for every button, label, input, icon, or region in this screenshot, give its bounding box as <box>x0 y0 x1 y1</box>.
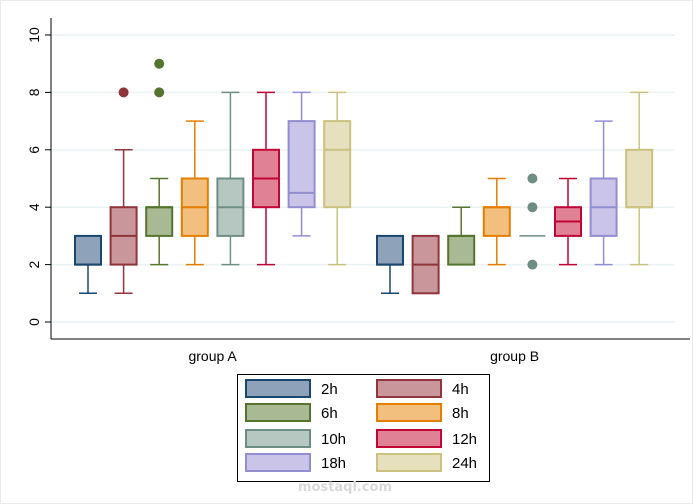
legend-swatch <box>376 429 442 448</box>
legend-label: 2h <box>321 381 338 398</box>
legend-swatch <box>376 453 442 472</box>
box-4h-group-B <box>411 234 440 295</box>
box-iqr <box>287 120 316 209</box>
legend-swatch <box>245 379 311 398</box>
gridlines <box>51 34 675 323</box>
box-iqr <box>482 206 511 237</box>
legend-swatch <box>245 453 311 472</box>
outlier-point <box>527 173 538 184</box>
box-10h-group-A <box>216 91 245 266</box>
y-tick-label: 4 <box>26 203 42 211</box>
box-iqr <box>74 234 102 266</box>
legend-item-24h: 24h <box>376 453 477 472</box>
y-tick-label: 0 <box>26 318 42 326</box>
box-18h-group-A <box>287 91 316 237</box>
box-18h-group-B <box>589 120 618 266</box>
legend-label: 8h <box>452 405 469 422</box>
legend-item-4h: 4h <box>376 379 469 398</box>
legend-item-6h: 6h <box>245 403 338 422</box>
legend-label: 10h <box>321 431 346 448</box>
outlier-point <box>527 202 538 213</box>
outlier-point <box>154 58 165 69</box>
box-8h-group-A <box>180 120 209 266</box>
axes: 0 2 4 6 8 10 group A group B <box>26 18 690 364</box>
box-iqr <box>376 234 404 266</box>
legend-item-18h: 18h <box>245 453 346 472</box>
box-12h-group-A <box>252 91 280 266</box>
category-label: group A <box>188 348 237 364</box>
outlier-point <box>154 87 165 98</box>
box-2h-group-A <box>74 234 102 295</box>
box-2h-group-B <box>376 234 404 295</box>
box-iqr <box>625 148 654 209</box>
legend-swatch <box>245 429 311 448</box>
legend-label: 18h <box>321 455 346 472</box>
outlier-point <box>118 87 129 98</box>
category-label: group B <box>490 348 539 364</box>
legend-item-12h: 12h <box>376 429 477 448</box>
legend-item-8h: 8h <box>376 403 469 422</box>
outlier-point <box>527 259 538 270</box>
box-iqr <box>323 120 352 209</box>
y-tick-label: 8 <box>26 88 42 96</box>
legend-swatch <box>376 379 442 398</box>
legend-item-2h: 2h <box>245 379 338 398</box>
box-10h-group-B <box>519 173 546 270</box>
legend-label: 24h <box>452 455 477 472</box>
y-tick-label: 10 <box>26 27 42 43</box>
box-12h-group-B <box>554 177 582 266</box>
legend-item-10h: 10h <box>245 429 346 448</box>
box-4h-group-A <box>109 87 138 295</box>
y-tick-label: 2 <box>26 260 42 268</box>
legend-swatch <box>376 403 442 422</box>
box-iqr <box>145 206 174 237</box>
legend-label: 6h <box>321 405 338 422</box>
y-tick-label: 6 <box>26 146 42 154</box>
legend: 2h 4h 6h 8h 10h 12h 18h 24h <box>237 374 490 482</box>
legend-swatch <box>245 403 311 422</box>
box-6h-group-B <box>447 206 476 266</box>
box-6h-group-A <box>145 58 174 266</box>
legend-label: 4h <box>452 381 469 398</box>
box-24h-group-B <box>625 91 654 266</box>
legend-label: 12h <box>452 431 477 448</box>
box-24h-group-A <box>323 91 352 266</box>
watermark: mostaql.com <box>298 480 392 495</box>
box-8h-group-B <box>482 177 511 266</box>
box-series <box>74 58 654 295</box>
box-iqr <box>447 234 476 266</box>
